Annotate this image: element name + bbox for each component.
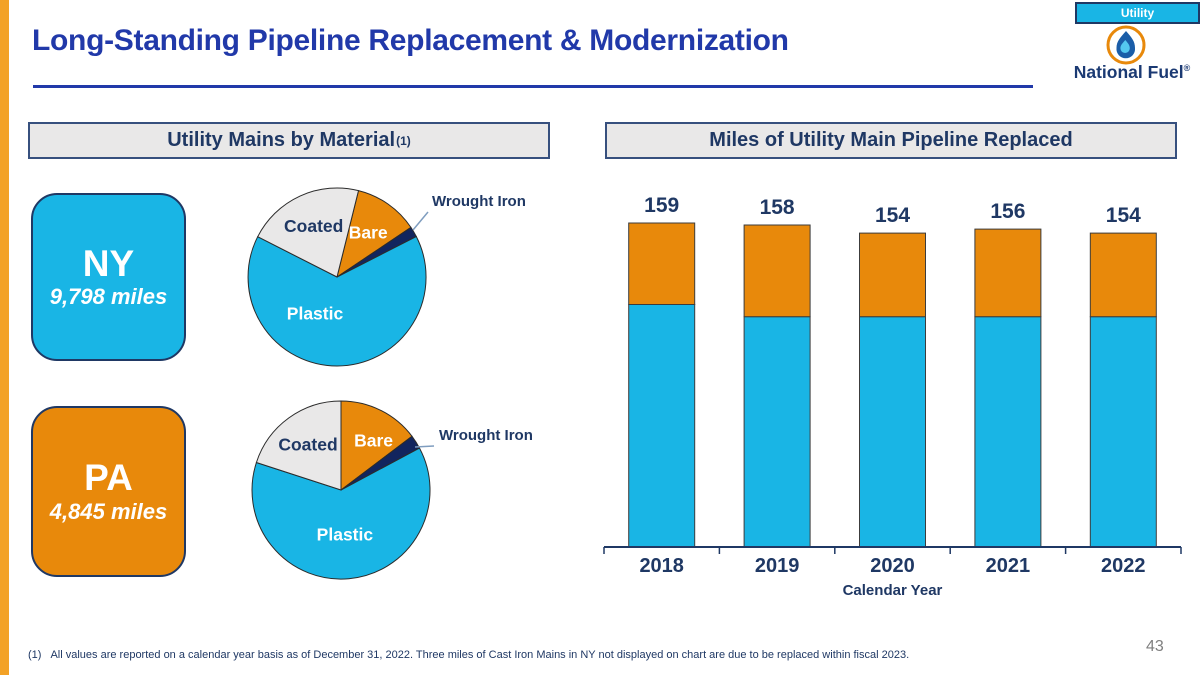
pie-slice-ny-coated <box>257 187 360 278</box>
x-tick-label-2020: 2020 <box>870 555 915 577</box>
bar-value-label-2021: 156 <box>990 200 1025 223</box>
bar-segment-bottom-2019 <box>743 316 811 548</box>
pie-slice-ny-bare <box>336 189 412 279</box>
callout-label-ny: Wrought Iron <box>432 193 526 210</box>
left-panel-header: Utility Mains by Material (1) <box>28 122 550 159</box>
left-panel-header-superscript: (1) <box>396 133 411 148</box>
pie-label-ny-bare: Bare <box>349 223 388 243</box>
tab-utility-label: Utility <box>1120 6 1155 20</box>
bar-value-label-2020: 154 <box>875 204 910 227</box>
bar-segment-bottom-2021 <box>974 316 1042 548</box>
pie-label-pa-bare: Bare <box>354 431 393 451</box>
pa-region-miles: 4,845 miles <box>49 498 168 524</box>
bar-segment-top-2022 <box>1089 232 1157 318</box>
x-tick-label-2018: 2018 <box>639 555 684 577</box>
pie-slice-pa-bare <box>340 400 413 492</box>
bar-value-label-2022: 154 <box>1106 204 1141 227</box>
footnote-text: All values are reported on a calendar ye… <box>50 649 910 661</box>
ny-region-box: NY 9,798 miles <box>31 193 186 361</box>
ny-region-label: NY <box>82 242 135 284</box>
bar-segment-bottom-2020 <box>859 316 926 548</box>
bar-segment-top-2021 <box>974 228 1042 318</box>
bar-value-label-2019: 158 <box>760 196 795 219</box>
callout-label-pa: Wrought Iron <box>439 427 533 444</box>
pie-slice-pa-coated <box>255 400 342 491</box>
pie-label-ny-plastic: Plastic <box>287 304 344 324</box>
logo-wordmark: National Fuel® <box>1073 62 1191 82</box>
calendar-year-axis-label: Calendar Year <box>842 582 943 599</box>
bar-segment-top-2019 <box>743 224 811 318</box>
right-panel-header-label: Miles of Utility Main Pipeline Replaced <box>709 129 1073 151</box>
callout-line-ny <box>412 211 429 231</box>
pie-label-pa-coated: Coated <box>278 435 337 455</box>
left-panel-header-label: Utility Mains by Material <box>167 129 396 151</box>
x-tick-label-2021: 2021 <box>986 555 1031 577</box>
bar-segment-bottom-2018 <box>628 304 696 548</box>
page-number: 43 <box>1146 638 1164 655</box>
bar-segment-bottom-2022 <box>1089 316 1157 548</box>
right-panel-header: Miles of Utility Main Pipeline Replaced <box>605 122 1177 159</box>
bar-segment-top-2020 <box>859 232 926 318</box>
tab-utility: Utility <box>1075 2 1200 24</box>
pie-slice-ny-plastic <box>247 235 427 367</box>
page-title: Long-Standing Pipeline Replacement & Mod… <box>32 24 789 57</box>
ny-region-miles: 9,798 miles <box>49 284 168 310</box>
footnote: (1) All values are reported on a calendar… <box>28 649 1118 661</box>
callout-line-pa <box>414 445 435 448</box>
x-tick-label-2019: 2019 <box>755 555 800 577</box>
pa-region-box: PA 4,845 miles <box>31 406 186 577</box>
orange-accent-strip <box>0 0 9 675</box>
pie-label-pa-plastic: Plastic <box>317 524 374 544</box>
x-tick-label-2022: 2022 <box>1101 555 1146 577</box>
flame-logo-icon <box>1106 25 1146 65</box>
pie-label-ny-coated: Coated <box>284 216 343 236</box>
pie-slice-pa-plastic <box>251 447 431 580</box>
pa-region-label: PA <box>84 457 133 499</box>
registered-mark: ® <box>1183 63 1191 73</box>
footnote-marker: (1) <box>28 649 42 661</box>
title-underline-rule <box>33 85 1033 88</box>
bar-segment-top-2018 <box>628 222 696 305</box>
bar-value-label-2018: 159 <box>644 194 679 217</box>
